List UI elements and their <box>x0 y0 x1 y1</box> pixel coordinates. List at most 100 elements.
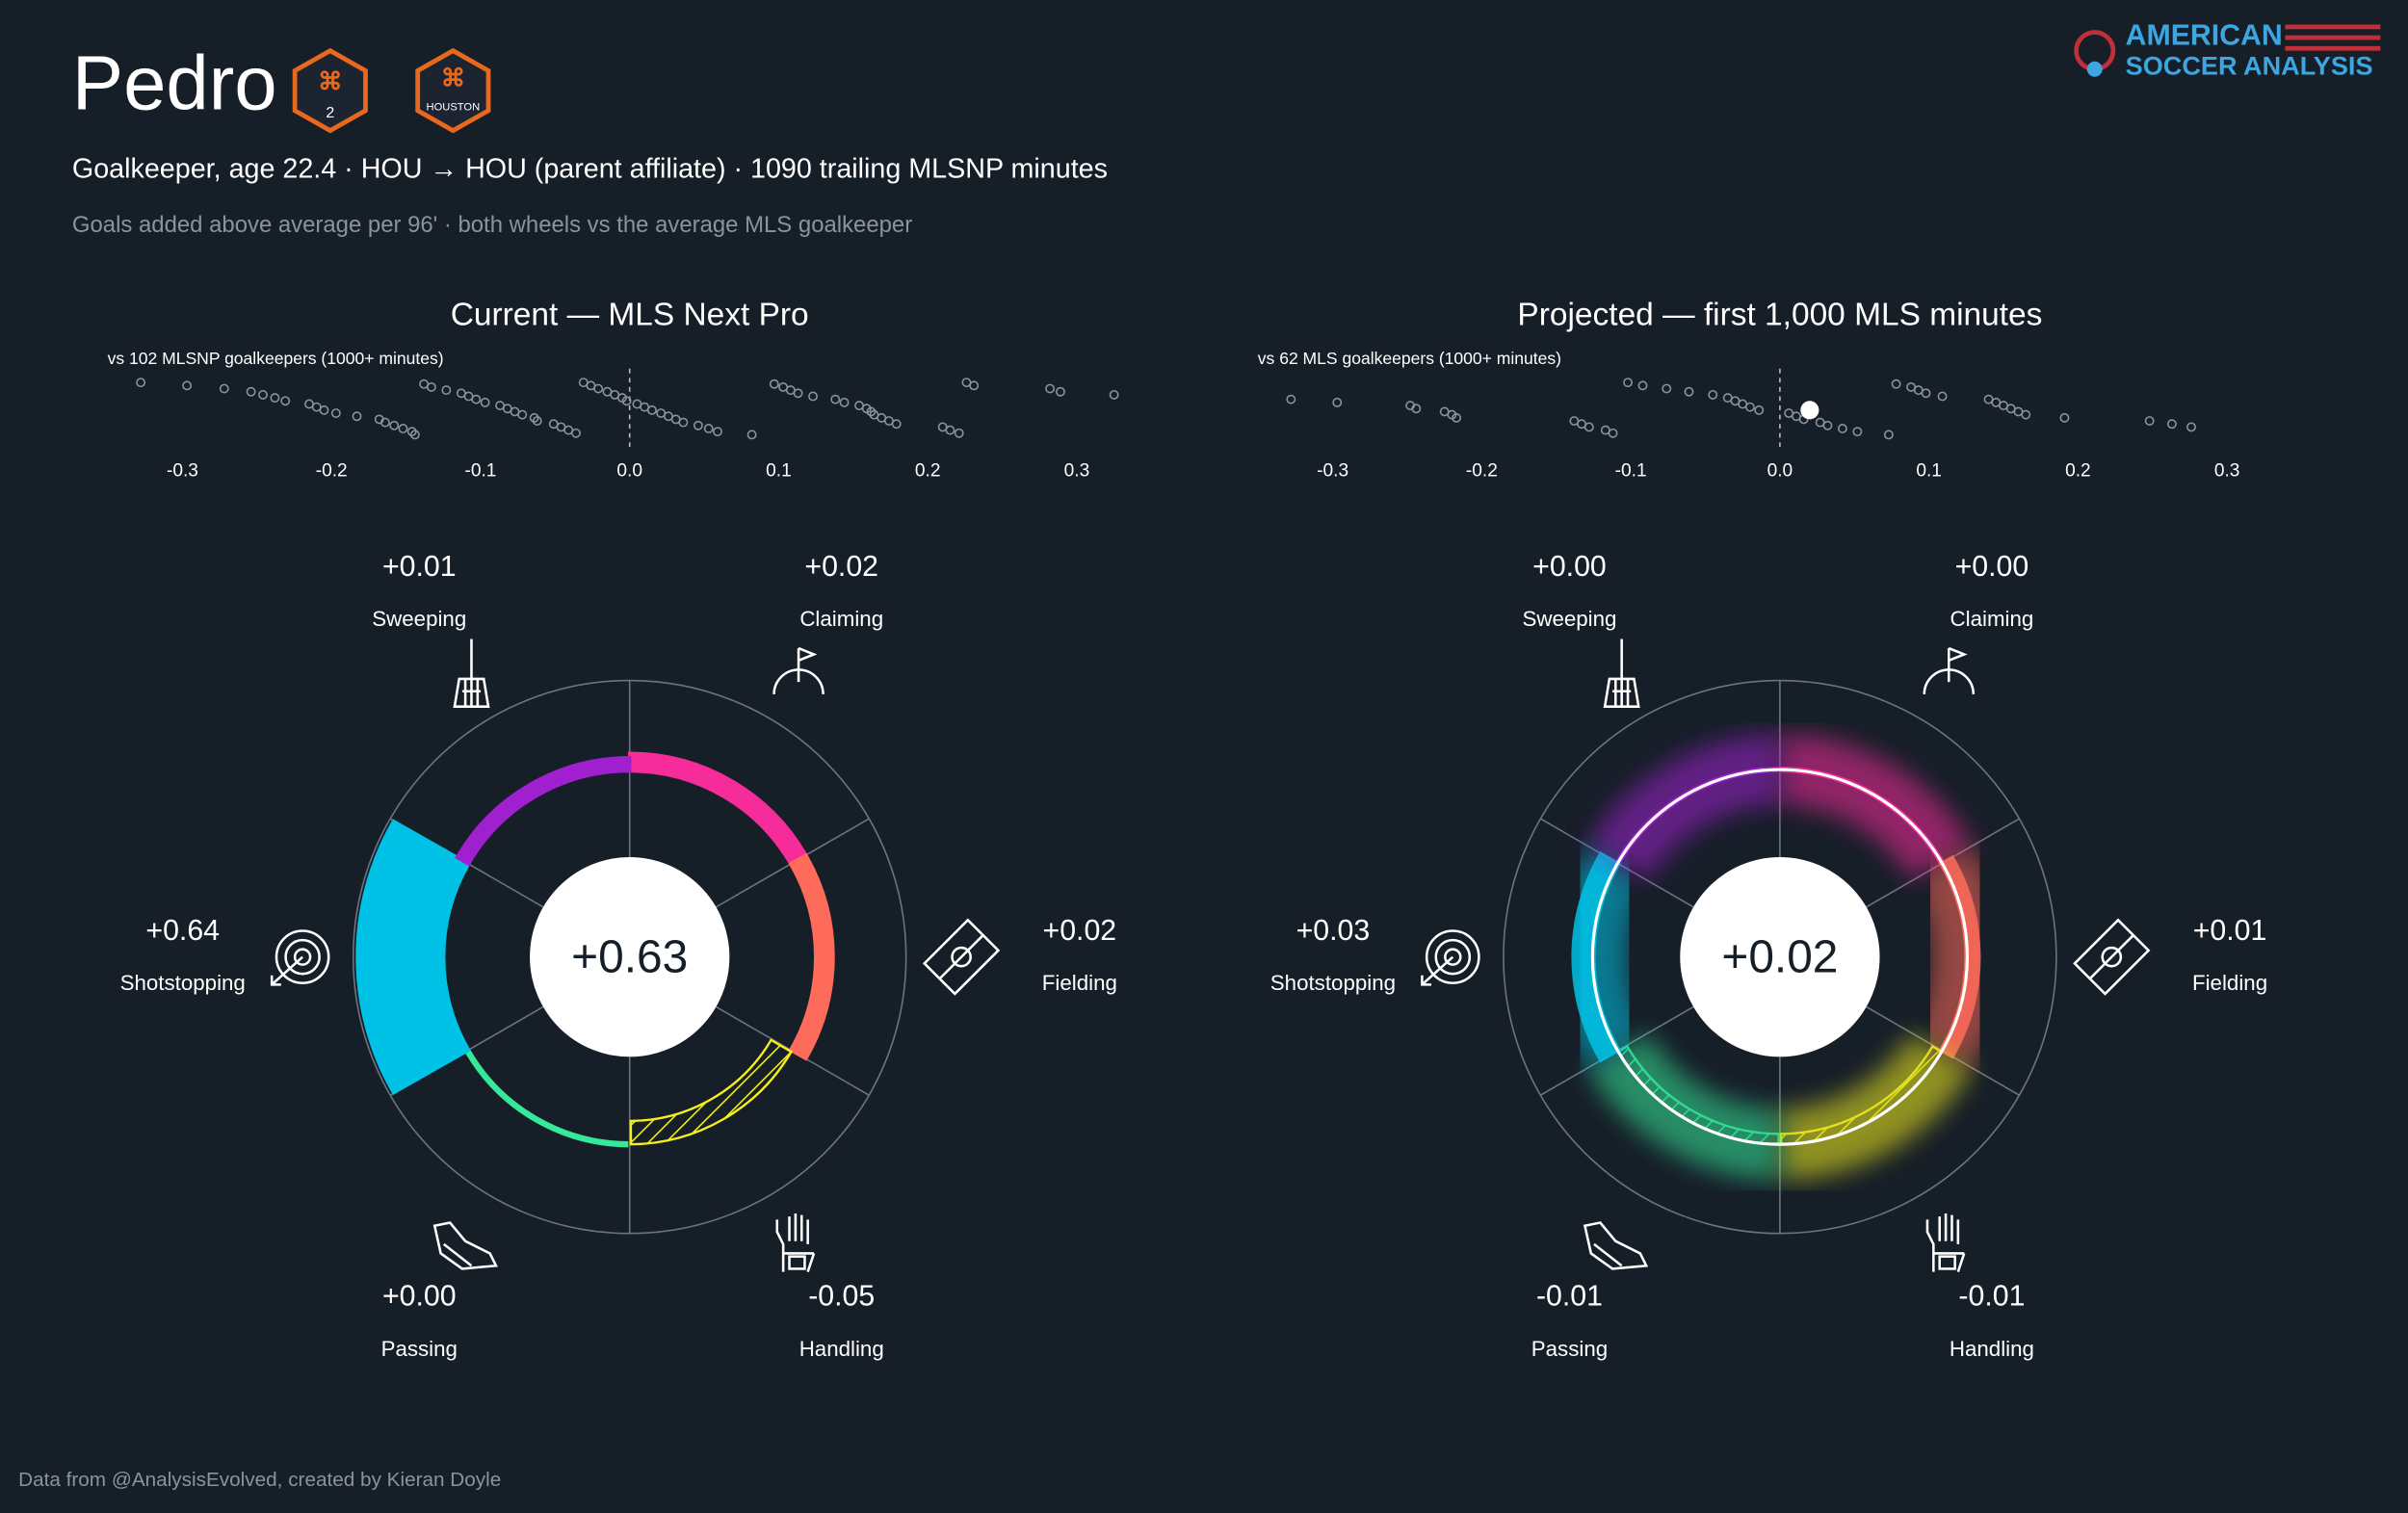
badge-text: HOUSTON <box>427 102 481 114</box>
x-tick-label: 0.2 <box>2065 461 2091 482</box>
x-tick-label: -0.1 <box>1615 461 1647 482</box>
peer-dot <box>1584 422 1594 432</box>
peer-dot <box>891 419 902 430</box>
category-icon <box>1925 1213 1966 1273</box>
icon-stroke <box>270 955 303 986</box>
center-disc <box>1680 856 1880 1057</box>
value-label: +0.00 <box>1955 551 2029 583</box>
peer-dot <box>808 391 818 402</box>
peer-dot <box>1822 420 1833 430</box>
peer-dot <box>1708 389 1718 400</box>
icon-stroke <box>275 929 330 985</box>
icon-stroke <box>1421 955 1454 986</box>
peer-dot <box>1662 383 1672 394</box>
logo-text: AMERICAN <box>2126 19 2283 51</box>
peer-dot <box>693 420 703 430</box>
total-label: +0.63 <box>571 931 688 982</box>
peer-dot <box>2166 419 2177 430</box>
peer-dot <box>330 408 341 418</box>
peer-dot <box>319 404 329 415</box>
club-badge: 2 ⌘ <box>292 47 368 134</box>
peer-dot <box>2186 422 2196 432</box>
value-label: +0.02 <box>804 551 878 583</box>
icon-stroke <box>284 938 321 976</box>
footer: Data from @AnalysisEvolved, created by K… <box>18 1469 501 1491</box>
value-label: +0.00 <box>382 1281 457 1313</box>
peer-dot <box>182 380 193 391</box>
value-label: -0.01 <box>1536 1281 1603 1313</box>
icon-stroke <box>1925 1213 1966 1273</box>
peer-dot <box>380 417 390 428</box>
peer-dot <box>571 428 581 438</box>
value-label: +0.64 <box>145 915 220 947</box>
x-tick-label: 0.0 <box>1767 461 1793 482</box>
peer-dot <box>529 412 539 423</box>
category-icon <box>432 1221 498 1270</box>
peer-dot <box>219 383 229 394</box>
peer-dot <box>409 430 420 440</box>
badge-mark: ⌘ <box>441 65 465 92</box>
category-icon <box>1923 646 1976 694</box>
category-label: Passing <box>1531 1337 1608 1361</box>
peer-dot <box>1055 386 1065 397</box>
logo-text: SOCCER ANALYSIS <box>2126 50 2373 80</box>
peer-dot <box>1921 388 1931 399</box>
peer-dot <box>441 385 452 396</box>
value-label: -0.01 <box>1958 1281 2025 1313</box>
x-tick-label: -0.3 <box>167 461 198 482</box>
icon-stroke <box>1603 639 1640 708</box>
icon-stroke <box>1938 1255 1956 1270</box>
icon-stroke <box>922 918 1001 996</box>
peer-dot <box>954 428 964 438</box>
peer-dot <box>1754 404 1765 415</box>
chart-title: Current — MLS Next Pro <box>451 297 809 332</box>
peer-dot <box>258 389 268 400</box>
peer-dot <box>1891 378 1901 389</box>
x-tick-label: 0.0 <box>616 461 642 482</box>
peer-dot <box>1637 380 1648 391</box>
x-tick-label: 0.1 <box>1916 461 1942 482</box>
icon-stroke <box>293 948 312 966</box>
peer-dot <box>2059 412 2070 423</box>
peer-dot <box>246 386 256 397</box>
peer-dot <box>471 394 482 404</box>
category-label: Handling <box>799 1337 884 1361</box>
peer-dot <box>389 420 400 430</box>
peer-dot <box>769 378 779 389</box>
value-label: +0.02 <box>1043 915 1117 947</box>
peer-dot <box>2021 409 2031 420</box>
peer-dot <box>480 397 490 407</box>
peer-dot <box>406 427 417 437</box>
peer-dot <box>517 409 528 420</box>
peer-dot <box>713 427 722 437</box>
category-label: Fielding <box>2192 971 2267 995</box>
category-label: Claiming <box>799 607 883 631</box>
strip-label: vs 62 MLS goalkeepers (1000+ minutes) <box>1258 349 1561 368</box>
peer-dot <box>621 396 632 406</box>
peer-dot <box>352 411 362 422</box>
value-label: +0.00 <box>1532 551 1607 583</box>
logo: AMERICAN SOCCER ANALYSIS <box>2074 19 2381 80</box>
peer-dot <box>280 396 291 406</box>
peer-dot <box>1045 383 1056 394</box>
icon-stroke <box>788 1255 806 1270</box>
x-tick-label: -0.1 <box>464 461 496 482</box>
badge-mark: ⌘ <box>318 68 342 95</box>
category-icon <box>2073 918 2151 996</box>
category-icon <box>922 918 1001 996</box>
icon-stroke <box>2073 918 2151 996</box>
x-tick-label: 0.3 <box>1064 461 1090 482</box>
peer-dot <box>1286 394 1296 404</box>
category-icon <box>1603 639 1640 708</box>
peer-dot <box>1332 397 1343 407</box>
category-label: Shotstopping <box>120 971 246 995</box>
category-icon <box>1421 929 1480 986</box>
player-name: Pedro <box>72 40 277 126</box>
icon-stroke <box>775 1213 816 1273</box>
icon-stroke <box>1425 929 1480 985</box>
peer-dot <box>136 378 146 388</box>
peer-dot <box>830 394 841 404</box>
